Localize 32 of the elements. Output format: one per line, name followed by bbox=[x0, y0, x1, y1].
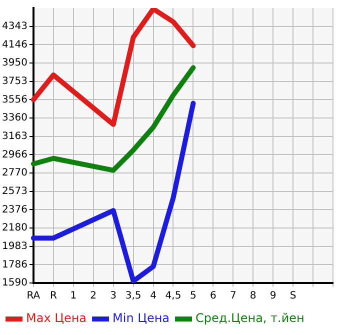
x-tick-label: 4,5 bbox=[165, 290, 182, 302]
y-tick-label: 2770 bbox=[2, 168, 28, 179]
x-tick-label: 2 bbox=[90, 290, 97, 302]
legend-label: Сред.Цена, т.йен bbox=[196, 311, 304, 326]
y-tick-label: 1983 bbox=[2, 240, 28, 252]
y-tick-label: 2376 bbox=[2, 204, 28, 216]
x-tick-label: R bbox=[50, 290, 57, 302]
y-tick-label: 3360 bbox=[2, 112, 28, 124]
x-tick-label: 1 bbox=[70, 290, 77, 302]
x-tick-label: 4 bbox=[150, 290, 156, 302]
x-tick-label: 6 bbox=[210, 290, 216, 302]
legend-label: Max Цена bbox=[26, 311, 87, 326]
y-tick-label: 1786 bbox=[2, 259, 28, 270]
y-tick-label: 3556 bbox=[2, 94, 28, 106]
y-tick-label: 1590 bbox=[2, 278, 28, 289]
y-tick-label: 2180 bbox=[2, 222, 28, 234]
y-tick-label: 4343 bbox=[2, 20, 28, 32]
y-tick-label: 3753 bbox=[2, 76, 28, 87]
x-tick-label: 5 bbox=[190, 290, 196, 302]
x-tick-label: 3 bbox=[110, 290, 117, 302]
x-tick-label: 3,5 bbox=[125, 290, 142, 302]
y-tick-label: 2966 bbox=[2, 149, 28, 160]
y-tick-label: 4146 bbox=[2, 39, 28, 50]
y-tick-label: 2573 bbox=[2, 186, 28, 197]
x-tick-label: 7 bbox=[230, 290, 236, 302]
x-tick-label: 8 bbox=[250, 290, 256, 302]
x-tick-label: 9 bbox=[270, 290, 276, 302]
x-tick-label: RA bbox=[26, 290, 40, 302]
legend-label: Min Цена bbox=[112, 311, 170, 326]
x-tick-label: S bbox=[290, 290, 296, 302]
y-tick-label: 3163 bbox=[2, 130, 28, 142]
y-tick-label: 3950 bbox=[2, 58, 28, 69]
